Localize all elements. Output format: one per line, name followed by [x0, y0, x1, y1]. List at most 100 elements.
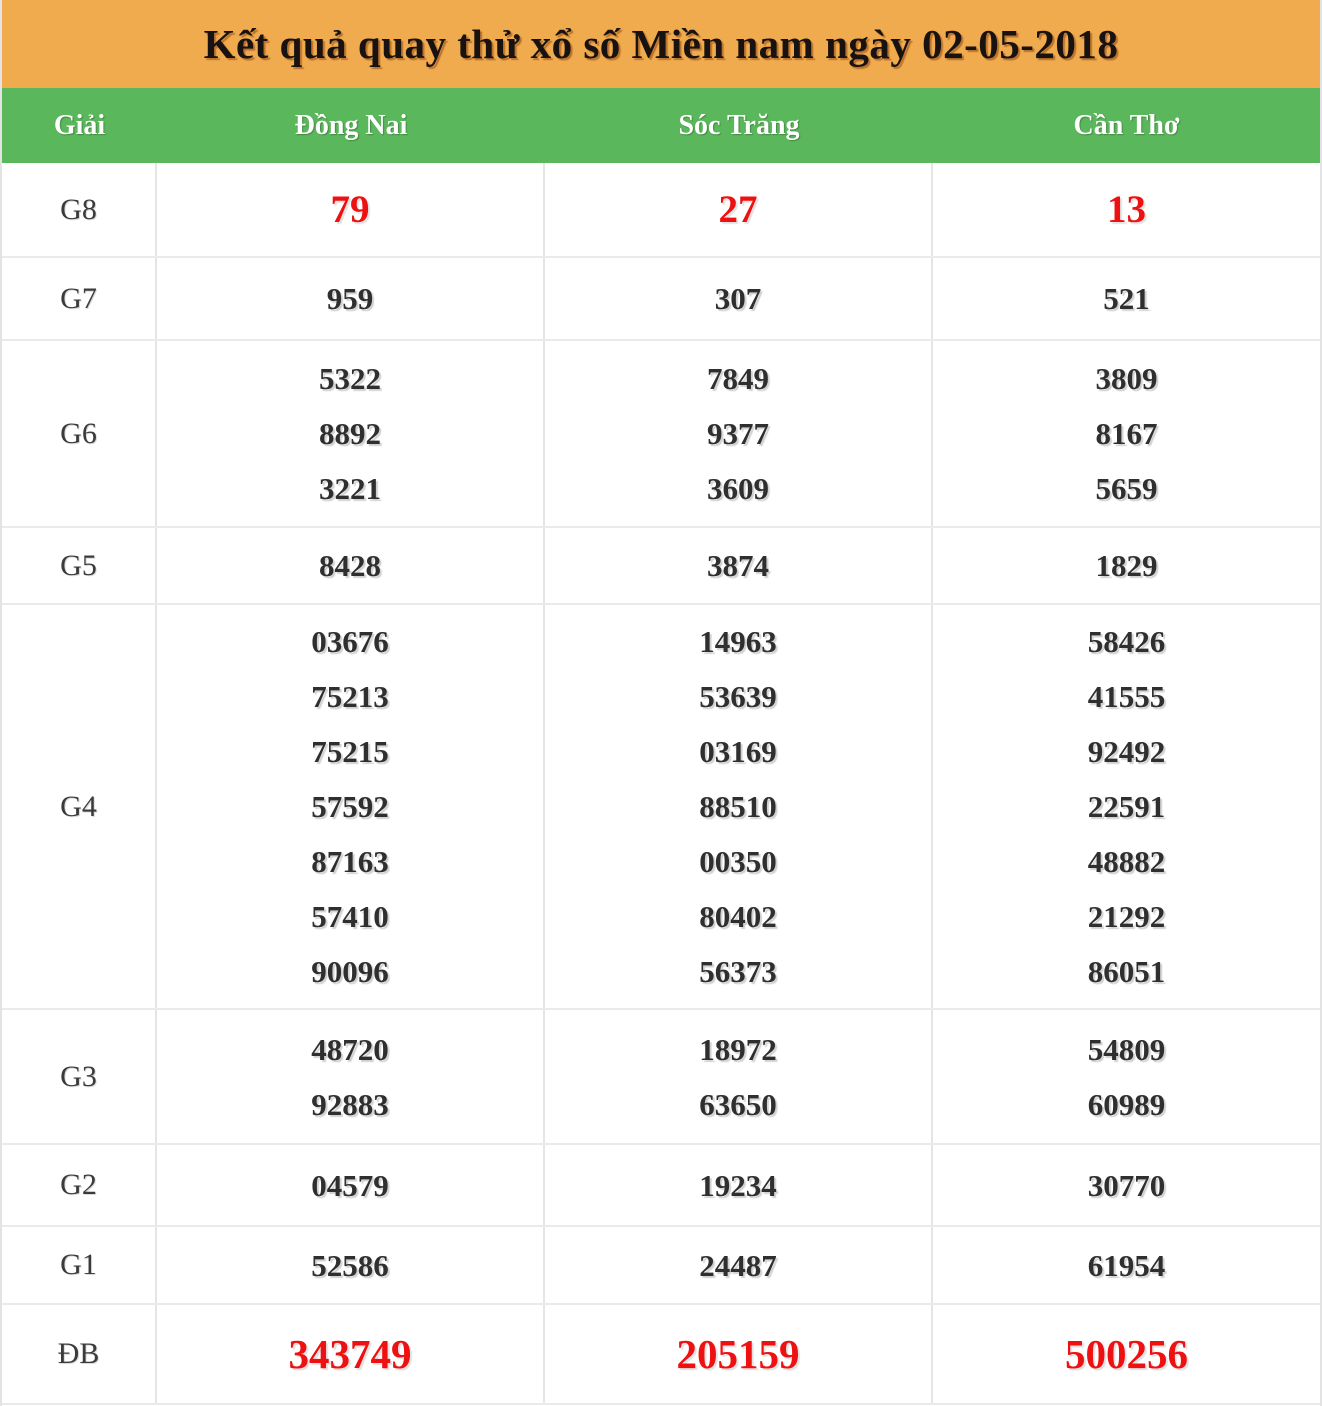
- prize-number: 343749: [288, 1330, 412, 1377]
- prize-numbers-cell: 27: [545, 163, 933, 256]
- prize-label: G6: [2, 341, 157, 526]
- prize-number: 90096: [311, 954, 389, 989]
- column-header-dong-nai: Đồng Nai: [294, 109, 408, 141]
- prize-numbers-cell: 8428: [157, 528, 545, 603]
- prize-label: G7: [2, 258, 157, 339]
- prize-number: 87163: [311, 844, 389, 879]
- prize-number: 500256: [1065, 1330, 1188, 1377]
- prize-number: 56373: [699, 954, 777, 989]
- prize-numbers-cell: 30770: [933, 1145, 1320, 1225]
- prize-numbers-cell: 3874: [545, 528, 933, 603]
- prize-label: G4: [2, 605, 157, 1008]
- prize-number: 205159: [676, 1330, 800, 1377]
- prize-label: G3: [2, 1010, 157, 1143]
- prize-number: 04579: [311, 1167, 389, 1203]
- prize-number: 14963: [699, 624, 777, 659]
- prize-number: 03169: [699, 734, 777, 769]
- prize-numbers-cell: 7849 9377 3609: [545, 341, 933, 526]
- prize-label: G1: [2, 1227, 157, 1303]
- prize-numbers-cell: 500256: [933, 1305, 1320, 1403]
- column-header-prize: Giải: [53, 109, 106, 141]
- prize-number: 58426: [1087, 624, 1166, 659]
- prize-number: 5659: [1095, 471, 1158, 506]
- prize-number: 8892: [319, 416, 381, 451]
- prize-number: 13: [1107, 188, 1146, 231]
- prize-number: 3609: [707, 471, 769, 506]
- prize-number: 63650: [699, 1086, 777, 1122]
- prize-numbers-cell: 343749: [157, 1305, 545, 1403]
- prize-number: 75213: [311, 679, 389, 714]
- prize-number: 75215: [311, 734, 389, 769]
- prize-row-g4: G4 03676 75213 75215 57592 87163 57410 90096 149…: [2, 605, 1320, 1010]
- column-header-soc-trang: Sóc Trăng: [678, 109, 800, 141]
- prize-number: 21292: [1087, 899, 1166, 934]
- prize-number: 80402: [699, 899, 777, 934]
- prize-number: 18972: [699, 1031, 777, 1067]
- column-header-row: Giải Đồng Nai Sóc Trăng Cần Thơ: [2, 88, 1320, 163]
- prize-row-g7: G7 959 307 521: [2, 258, 1320, 341]
- prize-number: 86051: [1087, 954, 1166, 989]
- prize-number: 5322: [319, 361, 381, 396]
- prize-label: G8: [2, 163, 157, 256]
- prize-numbers-cell: 14963 53639 03169 88510 00350 80402 56373: [545, 605, 933, 1008]
- prize-number: 00350: [699, 844, 777, 879]
- page-title: Kết quả quay thử xổ số Miền nam ngày 02-…: [203, 21, 1119, 67]
- prize-numbers-cell: 61954: [933, 1227, 1320, 1303]
- prize-numbers-cell: 54809 60989: [933, 1010, 1320, 1143]
- prize-number: 307: [714, 281, 762, 316]
- prize-number: 24487: [699, 1247, 777, 1283]
- column-header-can-tho: Cần Thơ: [1073, 109, 1180, 141]
- prize-numbers-cell: 1829: [933, 528, 1320, 603]
- prize-numbers-cell: 959: [157, 258, 545, 339]
- prize-numbers-cell: 521: [933, 258, 1320, 339]
- prize-row-g3: G3 48720 92883 18972 63650 54809 60989: [2, 1010, 1320, 1145]
- prize-label: ĐB: [2, 1305, 157, 1403]
- prize-number: 521: [1103, 281, 1150, 316]
- prize-number: 3221: [319, 471, 381, 506]
- prize-number: 959: [326, 281, 374, 316]
- prize-row-g2: G2 04579 19234 30770: [2, 1145, 1320, 1227]
- prize-number: 48720: [311, 1031, 389, 1067]
- prize-number: 53639: [699, 679, 777, 714]
- prize-numbers-cell: 19234: [545, 1145, 933, 1225]
- prize-numbers-cell: 04579: [157, 1145, 545, 1225]
- prize-label: G5: [2, 528, 157, 603]
- prize-numbers-cell: 48720 92883: [157, 1010, 545, 1143]
- prize-number: 03676: [311, 624, 389, 659]
- prize-number: 9377: [707, 416, 769, 451]
- prize-row-g8: G8 79 27 13: [2, 163, 1320, 258]
- prize-number: 57592: [311, 789, 389, 824]
- results-table-body: G8 79 27 13 G7 959 307 521 G6 5322 8892 3221 7849 937…: [2, 163, 1320, 1405]
- prize-number: 60989: [1087, 1086, 1166, 1122]
- prize-row-g1: G1 52586 24487 61954: [2, 1227, 1320, 1305]
- prize-number: 52586: [311, 1247, 389, 1283]
- prize-number: 54809: [1087, 1031, 1166, 1067]
- prize-row-g5: G5 8428 3874 1829: [2, 528, 1320, 605]
- prize-number: 8428: [319, 548, 381, 583]
- prize-number: 27: [718, 188, 758, 231]
- prize-number: 92492: [1087, 734, 1166, 769]
- prize-label: G2: [2, 1145, 157, 1225]
- prize-number: 3809: [1095, 361, 1158, 396]
- prize-numbers-cell: 58426 41555 92492 22591 48882 21292 86051: [933, 605, 1320, 1008]
- prize-number: 19234: [699, 1167, 777, 1203]
- prize-number: 41555: [1087, 679, 1166, 714]
- prize-numbers-cell: 13: [933, 163, 1320, 256]
- prize-row-g6: G6 5322 8892 3221 7849 9377 3609 3809 8167 5659: [2, 341, 1320, 528]
- prize-numbers-cell: 52586: [157, 1227, 545, 1303]
- prize-numbers-cell: 307: [545, 258, 933, 339]
- prize-row-db: ĐB 343749 205159 500256: [2, 1305, 1320, 1405]
- prize-numbers-cell: 24487: [545, 1227, 933, 1303]
- prize-number: 79: [330, 188, 370, 231]
- title-bar: Kết quả quay thử xổ số Miền nam ngày 02-…: [2, 0, 1320, 88]
- prize-number: 30770: [1087, 1167, 1166, 1203]
- prize-number: 3874: [707, 548, 769, 583]
- prize-numbers-cell: 03676 75213 75215 57592 87163 57410 90096: [157, 605, 545, 1008]
- prize-number: 57410: [311, 899, 389, 934]
- prize-number: 92883: [311, 1086, 389, 1122]
- prize-number: 7849: [707, 361, 769, 396]
- prize-number: 1829: [1095, 548, 1158, 583]
- prize-number: 22591: [1087, 789, 1166, 824]
- prize-number: 88510: [699, 789, 777, 824]
